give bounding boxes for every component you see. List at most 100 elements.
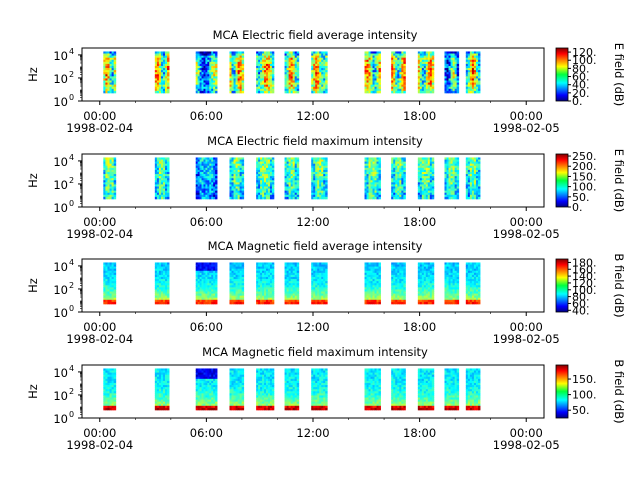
spectrogram-cell [429,188,433,192]
spectrogram-cell [319,165,322,169]
spectrogram-cell [290,76,294,79]
spectrogram-cell [450,176,454,179]
spectrogram-cell [113,167,117,171]
spectrogram-cell [364,169,367,173]
spectrogram-cell [239,84,243,88]
spectrogram-cell [195,285,199,288]
spectrogram-cell [256,178,259,181]
spectrogram-cell [292,293,296,297]
spectrogram-cell [113,86,117,90]
spectrogram-cell [471,174,475,177]
spectrogram-cell [401,84,404,88]
spectrogram-cell [231,90,234,94]
spectrogram-cell [156,51,160,54]
spectrogram-cell [368,272,371,276]
spectrogram-cell [425,178,429,181]
spectrogram-cell [237,287,241,290]
spectrogram-cell [321,51,324,54]
spectrogram-cell [160,264,164,267]
spectrogram-cell [456,90,460,94]
spectrogram-cell [366,72,369,75]
spectrogram-cell [454,174,458,177]
spectrogram-cell [368,176,371,179]
spectrogram-cell [313,281,316,284]
spectrogram-cell [209,51,212,54]
spectrogram-cell [264,293,267,297]
spectrogram-cell [207,281,210,284]
spectrogram-cell [207,184,210,187]
spectrogram-cell [427,192,431,196]
spectrogram-cell [284,194,287,198]
spectrogram-cell [195,293,199,297]
spectrogram-cell [471,76,475,79]
spectrogram-cell [427,74,431,77]
spectrogram-cell [317,270,320,274]
spectrogram-cell [105,180,108,183]
spectrogram-cell [444,161,447,165]
spectrogram-cell [109,196,113,200]
spectrogram-cell [419,178,423,181]
spectrogram-cell [419,182,423,185]
spectrogram-cell [235,169,239,173]
spectrogram-cell [167,293,170,297]
spectrogram-cell [292,59,296,63]
spectrogram-cell [319,188,322,192]
spectrogram-cell [397,171,400,175]
spectrogram-cell [421,167,425,171]
spectrogram-cell [262,262,265,265]
spectrogram-cell [395,167,398,171]
spectrogram-cell [215,61,218,65]
spectrogram-cell [454,61,458,65]
spectrogram-cell [258,291,261,294]
spectrogram-cell [313,184,316,187]
spectrogram-cell [471,84,475,88]
spectrogram-cell [241,285,245,288]
spectrogram-cell [269,276,273,280]
spectrogram-cell [215,53,218,56]
spectrogram-cell [207,57,210,61]
spectrogram-cell [271,180,275,183]
spectrogram-cell [431,192,435,196]
y-tick-label: 10 [53,95,68,109]
spectrogram-cell [376,188,379,192]
spectrogram-cell [292,88,296,92]
y-tick-exponent: 4 [69,47,74,56]
spectrogram-cell [107,297,110,301]
spectrogram-cell [399,82,402,86]
spectrogram-cell [241,301,245,305]
spectrogram-cell [313,59,316,63]
spectrogram-cell [258,55,261,59]
spectrogram-cell [292,186,296,189]
spectrogram-cell [256,293,259,297]
spectrogram-cell [235,274,239,278]
spectrogram-cell [107,59,110,63]
spectrogram-cell [427,78,431,81]
spectrogram-cell [294,262,298,265]
spectrogram-cell [452,182,456,185]
spectrogram-cell [229,74,232,77]
spectrogram-cell [207,174,210,177]
spectrogram-cell [417,174,421,177]
spectrogram-cell [471,176,475,179]
spectrogram-cell [374,57,377,61]
spectrogram-cell [403,80,406,83]
spectrogram-cell [431,55,435,59]
spectrogram-cell [431,184,435,187]
spectrogram-cell [423,157,427,160]
spectrogram-cell [239,78,243,81]
spectrogram-cell [372,53,375,56]
spectrogram-cell [195,268,199,272]
spectrogram-cell [393,159,396,162]
spectrogram-cell [323,161,326,165]
spectrogram-cell [319,65,322,69]
spectrogram-cell [266,297,269,301]
spectrogram-cell [368,196,371,200]
spectrogram-cell [197,51,200,54]
spectrogram-cell [478,163,481,167]
spectrogram-cell [266,182,269,185]
spectrogram-cell [213,188,216,192]
spectrogram-cell [205,174,208,177]
spectrogram-cell [199,86,202,90]
spectrogram-cell [454,84,458,88]
spectrogram-cell [444,192,447,196]
